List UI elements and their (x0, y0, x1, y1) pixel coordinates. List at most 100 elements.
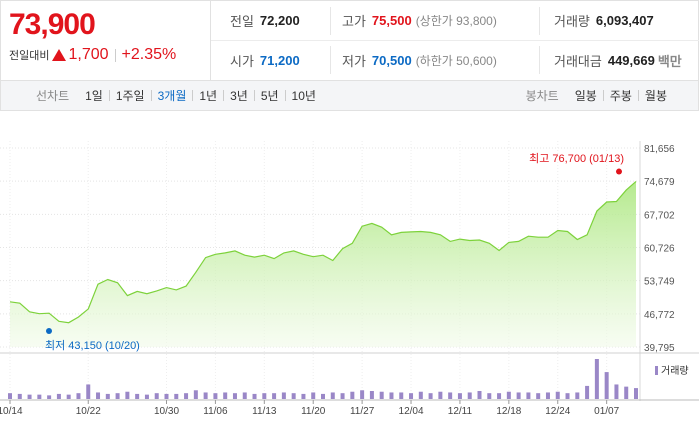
max-point-marker (616, 168, 622, 175)
volume-bar (487, 393, 492, 399)
low-cell: 저가 70,500 (하한가 50,600) (342, 41, 497, 80)
volume-bar (193, 390, 198, 399)
volume-bar (252, 393, 257, 399)
volume-bar (409, 393, 414, 399)
volume-bar (418, 391, 423, 399)
prev-close-value: 72,200 (259, 13, 300, 28)
chart-toolbar: 선차트 1일 1주일 3개월 1년 3년 5년 10년 봉차트 일봉 주봉 월봉 (0, 81, 699, 111)
volume-bar (448, 392, 453, 399)
change-value: 1,700 (68, 46, 109, 63)
y-axis-ticks: 81,656 74,679 67,702 60,726 53,749 46,772 39,7… (644, 144, 675, 354)
volume-bar (399, 392, 404, 399)
x-tick-label: 10/30 (154, 406, 179, 417)
high-label: 고가 (342, 14, 366, 29)
volume-legend-label: 거래량 (661, 365, 689, 377)
period-5y[interactable]: 5년 (260, 89, 279, 103)
volume-bar (575, 392, 580, 399)
volume-bar (115, 393, 120, 399)
high-value: 75,500 (371, 13, 412, 28)
candle-weekly[interactable]: 주봉 (609, 89, 632, 103)
volume-bar (604, 372, 609, 399)
up-triangle-icon (52, 49, 67, 61)
low-value: 70,500 (371, 53, 412, 68)
chart-annotations: 최고 76,700 (01/13) 최저 43,150 (10/20) (45, 152, 624, 352)
x-tick-label: 11/06 (203, 406, 228, 417)
candle-monthly[interactable]: 월봉 (644, 89, 667, 103)
volume-label: 거래량 (554, 14, 590, 29)
x-tick-label: 12/24 (545, 406, 570, 417)
volume-bar (86, 384, 91, 399)
volume-bar (105, 393, 110, 399)
y-tick-label: 46,772 (644, 310, 675, 321)
volume-bar (555, 391, 560, 399)
high-cell: 고가 75,500 (상한가 93,800) (342, 1, 497, 40)
volume-bar (301, 393, 306, 399)
period-1y[interactable]: 1년 (199, 89, 218, 103)
volume-bar (477, 391, 482, 399)
period-3m[interactable]: 3개월 (157, 89, 187, 103)
volume-bar (379, 391, 384, 399)
cell-divider (330, 46, 331, 74)
y-tick-label: 67,702 (644, 210, 675, 221)
candle-chart-label: 봉차트 (525, 89, 559, 103)
volume-value: 6,093,407 (595, 13, 654, 28)
volume-bar (545, 392, 550, 399)
volume-bar (350, 391, 355, 399)
volume-bar (184, 393, 189, 399)
amount-cell: 거래대금 449,669 백만 (554, 41, 682, 80)
volume-bar (360, 390, 365, 399)
price-chart: 81,656 74,679 67,702 60,726 53,749 46,772 39,7… (0, 111, 699, 430)
change-label: 전일대비 (9, 50, 50, 62)
volume-bar (467, 392, 472, 399)
amount-label: 거래대금 (554, 54, 602, 69)
x-tick-label: 10/22 (76, 406, 101, 417)
divider (637, 90, 639, 101)
period-3y[interactable]: 3년 (230, 89, 248, 103)
cell-divider (539, 46, 540, 74)
line-chart-label: 선차트 (36, 89, 70, 103)
candle-options: 봉차트 일봉 주봉 월봉 (526, 87, 673, 104)
volume-bar (634, 388, 638, 399)
price-box: 73,900 전일대비 1,700 +2.35% (1, 1, 211, 80)
volume-bar (232, 393, 237, 399)
change-row: 전일대비 1,700 +2.35% (9, 46, 176, 64)
volume-bar (594, 359, 599, 399)
divider (108, 90, 110, 101)
x-tick-label: 01/07 (594, 406, 619, 417)
row-divider (211, 40, 699, 41)
prev-close-cell: 전일 72,200 (230, 1, 300, 40)
candle-daily[interactable]: 일봉 (574, 89, 597, 103)
volume-bar (614, 384, 619, 399)
divider (114, 48, 116, 62)
low-label: 저가 (342, 54, 366, 69)
volume-bar (389, 392, 394, 399)
volume-bar (369, 391, 374, 399)
volume-bar (66, 394, 71, 399)
cell-divider (539, 7, 540, 35)
y-tick-label: 53,749 (644, 277, 675, 288)
quote-header: 73,900 전일대비 1,700 +2.35% 전일 72,200 고가 75… (0, 0, 699, 81)
volume-bar (223, 392, 228, 399)
x-tick-label: 12/11 (448, 406, 473, 417)
divider (602, 90, 604, 101)
x-tick-label: 11/13 (252, 406, 277, 417)
price-area-fill (10, 181, 636, 347)
period-1d[interactable]: 1일 (85, 89, 103, 103)
current-price: 73,900 (9, 8, 96, 41)
y-tick-label: 81,656 (644, 144, 675, 155)
volume-bar (125, 391, 130, 399)
volume-bar (526, 392, 531, 399)
volume-bar (213, 393, 218, 399)
min-annotation: 최저 43,150 (10/20) (45, 339, 140, 352)
volume-bar (311, 392, 316, 399)
volume-bar (96, 392, 101, 399)
period-10y[interactable]: 10년 (291, 89, 316, 103)
volume-bar (506, 391, 511, 399)
volume-bar (144, 394, 149, 399)
volume-bars (8, 359, 638, 399)
volume-bar (17, 393, 22, 399)
prev-close-label: 전일 (230, 14, 254, 29)
y-tick-label: 39,795 (644, 343, 675, 354)
period-1w[interactable]: 1주일 (115, 89, 145, 103)
cell-divider (330, 7, 331, 35)
